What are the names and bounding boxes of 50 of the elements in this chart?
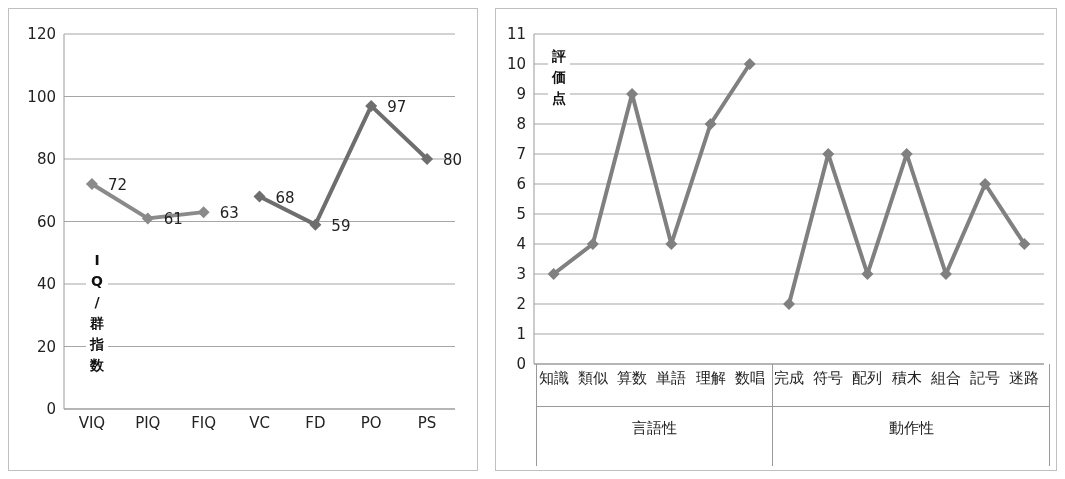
y-tick-label: 10 [506, 55, 526, 74]
y-tick-label: 100 [27, 87, 56, 106]
y-tick-label: 40 [36, 275, 56, 294]
x-tick-label: FD [305, 413, 326, 432]
y-tick-label: 4 [516, 235, 526, 254]
x-tick-label: 完成 [774, 368, 804, 387]
y-tick-label: 20 [36, 337, 56, 356]
y-tick-label: 2 [516, 295, 526, 314]
x-tick-label: 迷路 [1009, 368, 1040, 387]
x-tick-label: 配列 [852, 368, 883, 387]
x-tick-label: 算数 [617, 368, 648, 387]
x-tick-label: 数唱 [734, 368, 765, 387]
data-label: 63 [219, 204, 239, 223]
data-label: 80 [443, 151, 463, 169]
y-tick-label: 60 [36, 212, 56, 231]
y-tick-label: 5 [516, 205, 526, 224]
y-tick-label: 8 [516, 115, 526, 134]
x-tick-label: 類似 [577, 368, 608, 387]
y-tick-label: 7 [516, 145, 526, 164]
x-tick-label: VC [249, 413, 270, 432]
y-axis-title: IQ/群指数 [90, 250, 104, 375]
y-axis-title: 評価点 [552, 46, 566, 108]
data-label: 59 [331, 216, 351, 235]
x-tick-label: 理解 [695, 368, 726, 387]
x-tick-label: PO [360, 413, 382, 432]
y-tick-label: 0 [46, 400, 56, 419]
x-tick-label: PIQ [135, 413, 161, 432]
data-label: 97 [387, 97, 407, 116]
text: 動作性 [887, 419, 935, 438]
y-tick-label: 80 [36, 150, 56, 169]
x-tick-label: 知識 [538, 368, 569, 387]
x-tick-label: 符号 [813, 368, 844, 387]
x-tick-label: 記号 [970, 368, 1001, 387]
data-label: 61 [163, 210, 183, 229]
y-tick-label: 11 [506, 25, 526, 44]
x-tick-label: 積木 [891, 368, 922, 387]
data-label: 72 [107, 176, 128, 194]
x-tick-label: 単語 [656, 368, 687, 387]
y-tick-label: 1 [516, 325, 526, 344]
x-tick-label: FIQ [191, 413, 217, 432]
x-tick-label: PS [417, 413, 437, 432]
y-tick-label: 0 [516, 355, 526, 374]
x-tick-label: 組合 [929, 368, 961, 387]
text: 言語性 [631, 419, 679, 438]
data-label: 68 [275, 188, 295, 207]
y-tick-label: 3 [516, 265, 526, 284]
y-tick-label: 6 [516, 175, 526, 194]
x-tick-label: VIQ [78, 413, 106, 432]
y-tick-label: 120 [27, 25, 56, 44]
y-tick-label: 9 [516, 85, 526, 104]
